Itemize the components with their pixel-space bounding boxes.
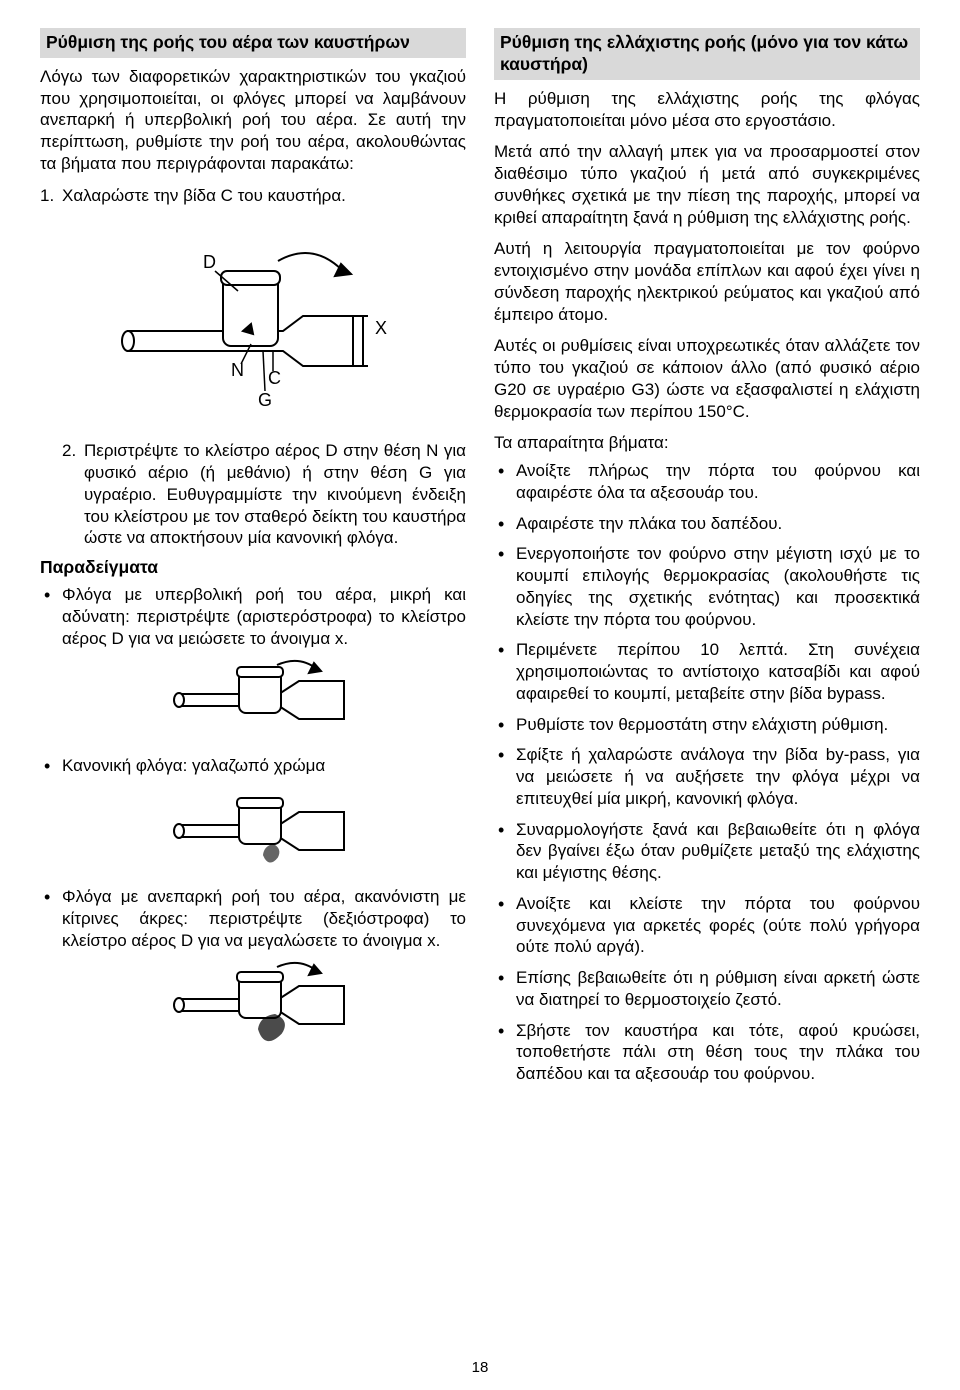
label-G: G [258,390,272,410]
right-bullet: Αφαιρέστε την πλάκα του δαπέδου. [494,513,920,535]
right-bullets: Ανοίξτε πλήρως την πόρτα του φούρνου και… [494,460,920,1085]
example-3: Φλόγα με ανεπαρκή ροή του αέρα, ακανόνισ… [40,886,466,1051]
right-bullet: Σφίξτε ή χαλαρώστε ανάλογα την βίδα by-p… [494,744,920,809]
right-bullet: Ρυθμίστε τον θερμοστάτη στην ελάχιστη ρύ… [494,714,920,736]
right-bullet: Ανοίξτε πλήρως την πόρτα του φούρνου και… [494,460,920,504]
example-2-text: Κανονική φλόγα: γαλαζωπό χρώμα [62,756,325,775]
flame-diagram-3 [62,961,466,1051]
example-3-text: Φλόγα με ανεπαρκή ροή του αέρα, ακανόνισ… [62,887,466,950]
two-column-layout: Ρύθμιση της ροής του αέρα των καυστήρων … [40,28,920,1094]
right-bullet: Ενεργοποιήστε τον φούρνο στην μέγιστη ισ… [494,543,920,630]
label-D: D [203,252,216,272]
step-1-num: 1. [40,185,62,207]
left-p1: Λόγω των διαφορετικών χαρακτηριστικών το… [40,66,466,175]
left-column: Ρύθμιση της ροής του αέρα των καυστήρων … [40,28,466,1094]
label-X: X [375,318,387,338]
right-heading: Ρύθμιση της ελλάχιστης ροής (μόνο για το… [494,28,920,80]
example-1: Φλόγα με υπερβολική ροή του αέρα, μικρή … [40,584,466,741]
right-bullet: Περιμένετε περίπου 10 λεπτά. Στη συνέχει… [494,639,920,704]
steps-intro: Τα απαραίτητα βήματα: [494,432,920,454]
example-2: Κανονική φλόγα: γαλαζωπό χρώμα [40,755,466,872]
right-p4: Αυτές οι ρυθμίσεις είναι υποχρεωτικές ότ… [494,335,920,422]
right-column: Ρύθμιση της ελλάχιστης ροής (μόνο για το… [494,28,920,1094]
page-number: 18 [0,1359,960,1376]
right-bullet: Συναρμολογήστε ξανά και βεβαιωθείτε ότι … [494,819,920,884]
flame-diagram-2 [62,787,466,872]
flame-diagram-1 [62,659,466,741]
example-1-text: Φλόγα με υπερβολική ροή του αέρα, μικρή … [62,585,466,648]
burner-diagram: D N C G X [40,216,466,426]
step-2-num: 2. [62,440,84,549]
step-2: 2. Περιστρέψτε το κλείστρο αέρος D στην … [40,440,466,549]
label-C: C [268,368,281,388]
right-bullet: Επίσης βεβαιωθείτε ότι η ρύθμιση είναι α… [494,967,920,1011]
left-heading: Ρύθμιση της ροής του αέρα των καυστήρων [40,28,466,58]
right-p1: Η ρύθμιση της ελλάχιστης ροής της φλόγας… [494,88,920,132]
right-bullet: Σβήστε τον καυστήρα και τότε, αφού κρυώσ… [494,1020,920,1085]
step-1-text: Χαλαρώστε την βίδα C του καυστήρα. [62,185,466,207]
step-2-text: Περιστρέψτε το κλείστρο αέρος D στην θέσ… [84,440,466,549]
examples-list: Φλόγα με υπερβολική ροή του αέρα, μικρή … [40,584,466,1051]
step-1: 1. Χαλαρώστε την βίδα C του καυστήρα. [40,185,466,207]
right-p3: Αυτή η λειτουργία πραγματοποιείται με το… [494,238,920,325]
examples-heading: Παραδείγματα [40,557,466,578]
right-p2: Μετά από την αλλαγή μπεκ για να προσαρμο… [494,141,920,228]
right-bullet: Ανοίξτε και κλείστε την πόρτα του φούρνο… [494,893,920,958]
